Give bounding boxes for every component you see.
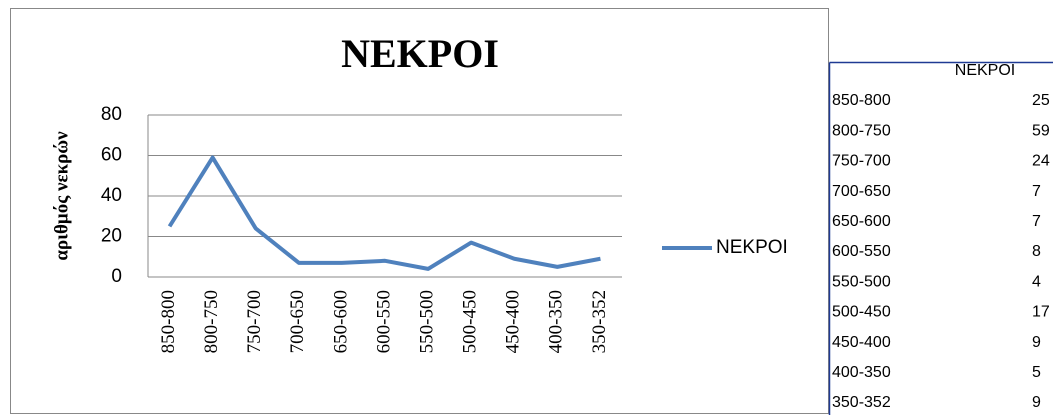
table-category: 450-400 [832,334,891,351]
legend-label: NEKPOI [716,237,788,258]
table-value: 17 [1032,304,1050,321]
table-value: 4 [1032,273,1041,290]
x-tick-label: 500-450 [460,290,481,353]
table-value: 5 [1032,364,1041,381]
table-value: 8 [1032,243,1041,260]
x-tick-label: 750-700 [244,290,265,353]
y-axis-label: αριθμός νεκρών [51,131,72,261]
table-category: 700-650 [832,183,891,200]
data-line [167,155,601,271]
y-tick-label: 80 [101,104,122,125]
table-value: 59 [1032,122,1050,139]
table-category: 550-500 [832,273,891,290]
x-tick-label: 550-500 [416,290,437,353]
y-tick-label: 0 [111,266,122,287]
table-value: 9 [1032,394,1041,411]
y-tick-label: 20 [101,226,122,247]
table-value: 7 [1032,183,1041,200]
x-tick-label: 350-352 [589,290,610,353]
table-value: 25 [1032,92,1050,109]
y-tick-label: 40 [101,185,122,206]
table-header: NEKPOI [955,62,1015,79]
chart-title: NEKPOI [341,31,499,76]
chart-frame [10,8,829,414]
table-value: 7 [1032,213,1041,230]
table-category: 800-750 [832,122,891,139]
table-category: 400-350 [832,364,891,381]
table-category: 600-550 [832,243,891,260]
x-tick-label: 400-350 [546,290,567,353]
x-tick-label: 800-750 [201,290,222,353]
x-tick-label: 450-400 [503,290,524,353]
table-category: 650-600 [832,213,891,230]
y-tick-label: 60 [101,145,122,166]
table-category: 750-700 [832,153,891,170]
x-tick-label: 600-550 [373,290,394,353]
table-category: 850-800 [832,92,891,109]
x-tick-label: 700-650 [287,290,308,353]
x-tick-label: 850-800 [158,290,179,353]
table-value: 24 [1032,153,1050,170]
table-category: 350-352 [832,394,891,411]
table-value: 9 [1032,334,1041,351]
table-border [828,61,1053,415]
table-category: 500-450 [832,304,891,321]
x-tick-label: 650-600 [330,290,351,353]
